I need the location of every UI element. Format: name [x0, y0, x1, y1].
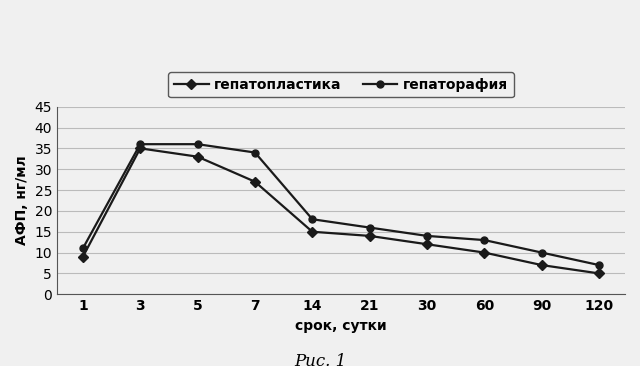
- гепатопластика: [538, 263, 546, 267]
- Line: гепатопластика: гепатопластика: [79, 145, 603, 277]
- гепатопластика: [595, 271, 603, 276]
- гепаторафия: [136, 142, 144, 146]
- гепаторафия: [481, 238, 488, 242]
- гепаторафия: [423, 234, 431, 238]
- гепатопластика: [251, 179, 259, 184]
- гепаторафия: [251, 150, 259, 155]
- X-axis label: срок, сутки: срок, сутки: [295, 319, 387, 333]
- гепаторафия: [595, 263, 603, 267]
- гепатопластика: [423, 242, 431, 246]
- гепаторафия: [79, 246, 86, 251]
- гепатопластика: [79, 255, 86, 259]
- гепатопластика: [366, 234, 374, 238]
- Y-axis label: АФП, нг/мл: АФП, нг/мл: [15, 156, 29, 245]
- гепаторафия: [538, 250, 546, 255]
- Legend: гепатопластика, гепаторафия: гепатопластика, гепаторафия: [168, 72, 513, 97]
- гепатопластика: [308, 229, 316, 234]
- гепатопластика: [136, 146, 144, 150]
- гепатопластика: [194, 154, 202, 159]
- гепаторафия: [308, 217, 316, 221]
- Line: гепаторафия: гепаторафия: [79, 141, 603, 269]
- Text: Рис. 1: Рис. 1: [294, 353, 346, 366]
- гепаторафия: [194, 142, 202, 146]
- гепатопластика: [481, 250, 488, 255]
- гепаторафия: [366, 225, 374, 230]
